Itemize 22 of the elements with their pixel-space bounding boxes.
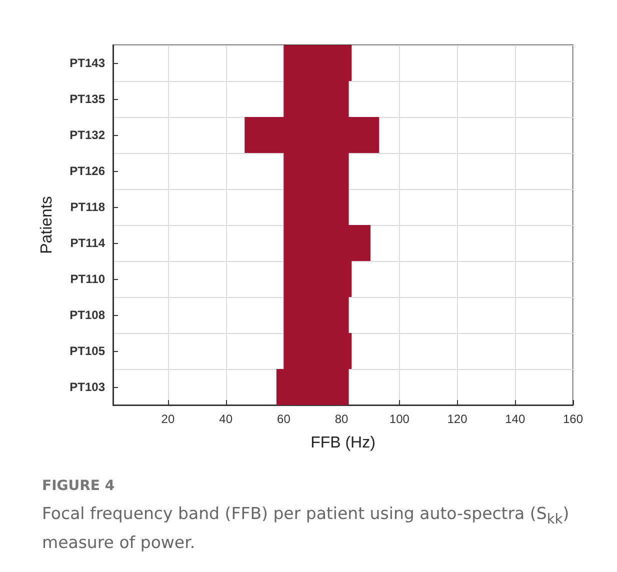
y-tick-label: PT103 <box>70 380 106 394</box>
x-tick-label: 140 <box>505 412 526 426</box>
y-tick-label: PT118 <box>70 200 106 214</box>
caption: FIGURE 4 <box>42 478 116 494</box>
y-axis-title: Patients <box>38 196 56 254</box>
y-tick-label: PT105 <box>70 344 106 358</box>
y-tick-label: PT114 <box>70 236 106 250</box>
x-tick-label: 80 <box>334 412 349 426</box>
text: Focal frequency band (FFB) per patient using auto-spectra (S$_{kk}$) measure of power. <box>42 504 570 552</box>
x-tick-label: 20 <box>161 412 175 426</box>
x-tick-label: 100 <box>389 412 410 426</box>
y-tick-label: PT132 <box>70 128 106 142</box>
y-tick-label: PT110 <box>70 272 106 286</box>
x-axis-title: FFB (Hz) <box>310 434 376 452</box>
y-tick-label: PT143 <box>70 56 106 70</box>
x-tick-label: 40 <box>219 412 233 426</box>
x-tick-label: 60 <box>277 412 291 426</box>
y-tick-label: PT135 <box>70 92 106 106</box>
y-tick-label: PT126 <box>70 164 106 178</box>
x-tick-label: 160 <box>562 412 584 426</box>
y-tick-label: PT108 <box>70 308 106 322</box>
x-tick-label: 120 <box>447 412 468 426</box>
